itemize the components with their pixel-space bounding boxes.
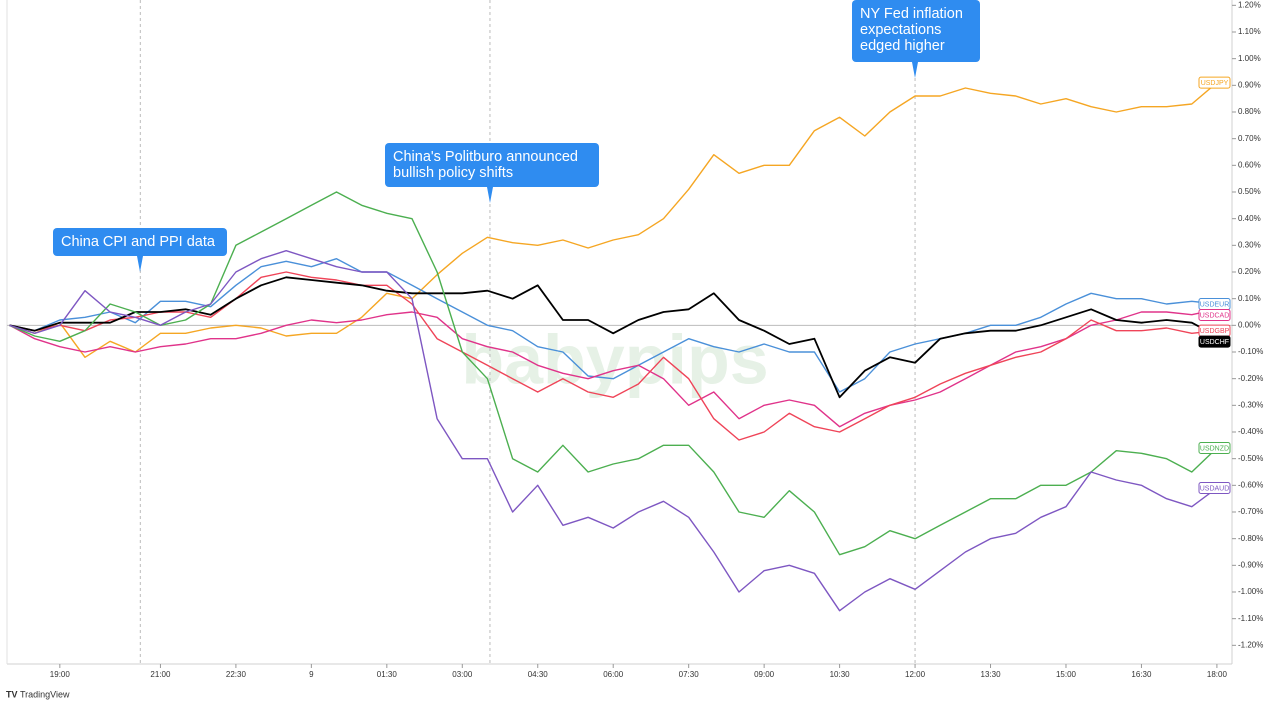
annotation-callout: China CPI and PPI data xyxy=(53,228,227,272)
y-tick-label: 1.10% xyxy=(1238,27,1261,36)
x-tick-label: 18:00 xyxy=(1207,670,1228,679)
series-tag-box xyxy=(1198,309,1231,321)
brand-logo: TV xyxy=(6,689,18,699)
y-tick-label: 0.70% xyxy=(1238,134,1261,143)
series-line xyxy=(9,271,1217,441)
x-tick-label: 13:30 xyxy=(981,670,1002,679)
y-tick-label: 0.20% xyxy=(1238,267,1261,276)
x-tick-label: 9 xyxy=(309,670,314,679)
legend-label: USDNZD xyxy=(1200,445,1229,452)
footer-brand: TradingView xyxy=(20,689,70,699)
series-tag: USDCAD xyxy=(1198,309,1231,321)
legend-label: USDCAD xyxy=(1200,312,1230,319)
series-tag: USDGBP xyxy=(1198,324,1231,337)
series-tag: USDEUR xyxy=(1198,298,1231,310)
y-tick-label: -0.20% xyxy=(1238,374,1263,383)
y-tick-label: -0.70% xyxy=(1238,507,1263,516)
series-tag-box xyxy=(1198,482,1231,494)
y-tick-label: -1.00% xyxy=(1238,587,1263,596)
legend-label: USDJPY xyxy=(1201,80,1229,87)
x-tick-label: 21:00 xyxy=(150,670,171,679)
watermark: babypips xyxy=(461,320,768,398)
series-tag: USDAUD xyxy=(1198,482,1231,494)
x-tick-label: 06:00 xyxy=(603,670,624,679)
x-tick-label: 19:00 xyxy=(50,670,71,679)
x-tick-label: 10:30 xyxy=(830,670,851,679)
series-tag: USDJPY xyxy=(1198,76,1231,89)
y-tick-label: 1.00% xyxy=(1238,54,1261,63)
series-tag-box xyxy=(1198,76,1231,89)
y-tick-label: -0.60% xyxy=(1238,480,1263,489)
series-line xyxy=(9,250,1218,612)
y-tick-label: -0.30% xyxy=(1238,400,1263,409)
annotation-callout: NY Fed inflation expectations edged high… xyxy=(852,0,980,78)
y-tick-label: -1.10% xyxy=(1238,614,1263,623)
annotation-callout: China's Politburo announced bullish poli… xyxy=(385,143,599,203)
y-tick-label: 0.00% xyxy=(1238,320,1261,329)
legend-label: USDCHF xyxy=(1200,339,1229,346)
series-line xyxy=(9,82,1218,358)
y-tick-label: 0.80% xyxy=(1238,107,1261,116)
y-tick-label: 0.90% xyxy=(1238,80,1261,89)
y-tick-label: 0.10% xyxy=(1238,294,1261,303)
series-line xyxy=(9,276,1218,399)
y-tick-label: -0.80% xyxy=(1238,534,1263,543)
series-tag-box xyxy=(1198,335,1231,348)
x-tick-label: 04:30 xyxy=(528,670,549,679)
legend-label: USDGBP xyxy=(1200,328,1230,335)
x-tick-label: 09:00 xyxy=(754,670,775,679)
y-tick-label: -0.90% xyxy=(1238,560,1263,569)
x-tick-label: 03:00 xyxy=(452,670,473,679)
y-tick-label: -0.50% xyxy=(1238,454,1263,463)
y-tick-label: -1.20% xyxy=(1238,640,1263,649)
x-tick-label: 15:00 xyxy=(1056,670,1077,679)
legend-label: USDAUD xyxy=(1200,485,1230,492)
y-tick-label: 0.40% xyxy=(1238,214,1261,223)
y-tick-label: -0.40% xyxy=(1238,427,1263,436)
series-tag-box xyxy=(1198,442,1231,454)
series-tag: USDNZD xyxy=(1198,442,1231,454)
x-tick-label: 22:30 xyxy=(226,670,247,679)
y-tick-label: 0.60% xyxy=(1238,160,1261,169)
x-tick-label: 01:30 xyxy=(377,670,398,679)
y-tick-label: 0.50% xyxy=(1238,187,1261,196)
x-tick-label: 07:30 xyxy=(679,670,700,679)
legend-label: USDEUR xyxy=(1200,301,1230,308)
y-tick-label: -0.10% xyxy=(1238,347,1263,356)
x-tick-label: 12:00 xyxy=(905,670,926,679)
series-line xyxy=(9,308,1218,428)
y-tick-label: 1.20% xyxy=(1238,0,1261,9)
series-tag: USDCHF xyxy=(1198,335,1231,348)
series-line xyxy=(9,258,1217,393)
y-tick-label: 0.30% xyxy=(1238,240,1261,249)
x-tick-label: 16:30 xyxy=(1131,670,1152,679)
